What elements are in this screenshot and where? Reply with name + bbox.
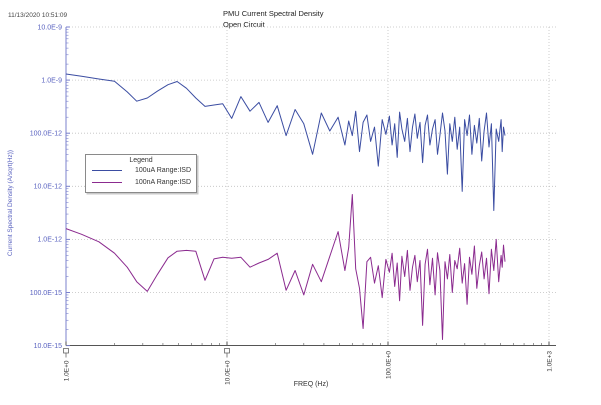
chart-title-line1: PMU Current Spectral Density — [223, 9, 324, 18]
trace-100na-range-isd — [65, 194, 506, 340]
trace-100ua-range-isd — [65, 73, 506, 211]
legend-title: Legend — [129, 157, 153, 164]
y-tick-label: 100.0E-15 — [30, 290, 62, 297]
y-tick-label: 10.0E-12 — [34, 184, 63, 191]
legend-label-100nA: 100nA Range:ISD — [134, 179, 191, 186]
legend-item-100uA: 100uA Range:ISD — [86, 165, 196, 176]
x-tick-label: 10.0E+0 — [225, 360, 232, 385]
chart-title-line2: Open Circuit — [223, 19, 265, 29]
y-tick-label: 10.0E-9 — [37, 24, 62, 31]
x-tick-label: 1.0E+3 — [547, 351, 554, 372]
legend: Legend 100uA Range:ISD 100nA Range:ISD — [85, 154, 197, 193]
chart-title: PMU Current Spectral Density Open Circui… — [223, 9, 323, 30]
y-tick-label: 1.0E-12 — [37, 237, 62, 244]
x-tick-label: 100.0E+0 — [386, 351, 393, 379]
y-axis-title: Current Spectral Density (A/sqrt(Hz)) — [7, 150, 14, 256]
axis-cursor-pin[interactable] — [224, 348, 230, 354]
y-tick-label: 100.0E-12 — [30, 131, 62, 138]
legend-label-100uA: 100uA Range:ISD — [134, 167, 191, 174]
y-tick-label: 10.0E-15 — [34, 343, 63, 350]
x-axis-title: FREQ (Hz) — [293, 381, 329, 388]
legend-line-sample-100nA — [92, 182, 122, 183]
x-tick-label: 1.0E+0 — [64, 360, 71, 381]
y-tick-label: 1.0E-9 — [41, 77, 62, 84]
legend-item-100nA: 100nA Range:ISD — [86, 177, 196, 188]
legend-line-sample-100uA — [92, 170, 122, 171]
axis-cursor-pin[interactable] — [63, 348, 69, 354]
timestamp: 11/13/2020 10:51:09 — [8, 12, 68, 19]
